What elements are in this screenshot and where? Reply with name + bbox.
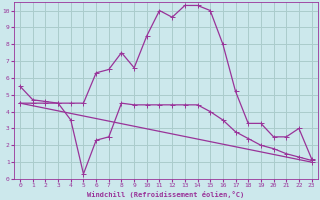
X-axis label: Windchill (Refroidissement éolien,°C): Windchill (Refroidissement éolien,°C) — [87, 191, 244, 198]
